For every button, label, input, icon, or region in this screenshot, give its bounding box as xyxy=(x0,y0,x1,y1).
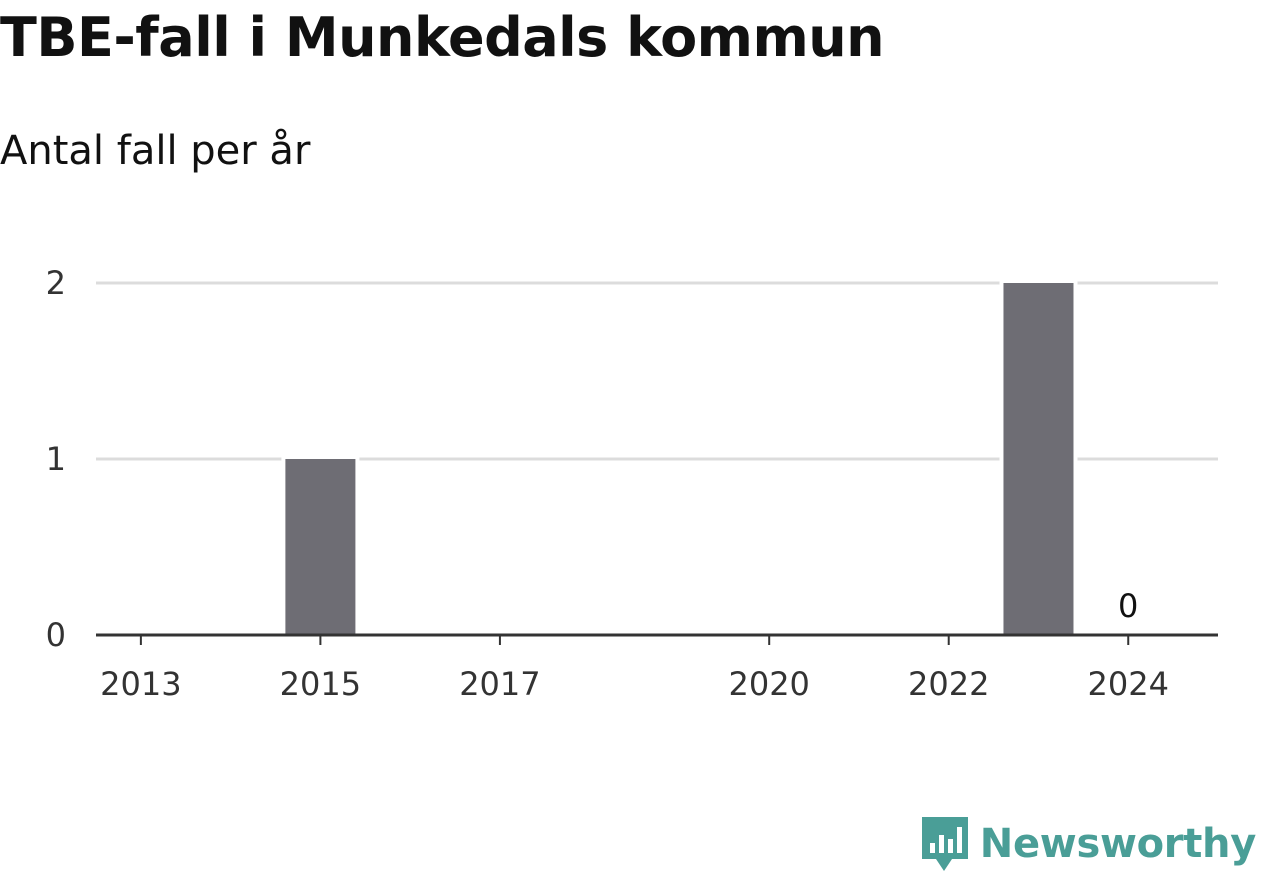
x-tick-label: 2015 xyxy=(280,665,361,703)
newsworthy-logo-icon xyxy=(921,817,968,871)
axes xyxy=(96,633,1218,645)
bar-2015 xyxy=(285,459,356,635)
x-tick-label: 2013 xyxy=(100,665,181,703)
x-tick-label: 2022 xyxy=(908,665,989,703)
y-tick-label: 0 xyxy=(46,616,66,654)
bar-2023 xyxy=(1003,283,1074,635)
bars xyxy=(281,281,1078,635)
brand-name: Newsworthy xyxy=(979,821,1257,867)
y-tick-label: 2 xyxy=(46,264,66,302)
y-tick-label: 1 xyxy=(46,440,66,478)
chart-title: TBE-fall i Munkedals kommun xyxy=(0,6,885,69)
brand-logo: Newsworthy xyxy=(920,815,1256,873)
labels: 0 1 2 2013 2015 2017 2020 2022 2024 0 xyxy=(46,264,1169,703)
x-tick-label: 2020 xyxy=(728,665,809,703)
x-tick-label: 2017 xyxy=(459,665,540,703)
data-label: 0 xyxy=(1118,587,1138,625)
x-tick-label: 2024 xyxy=(1088,665,1169,703)
chart-subtitle: Antal fall per år xyxy=(0,128,311,174)
